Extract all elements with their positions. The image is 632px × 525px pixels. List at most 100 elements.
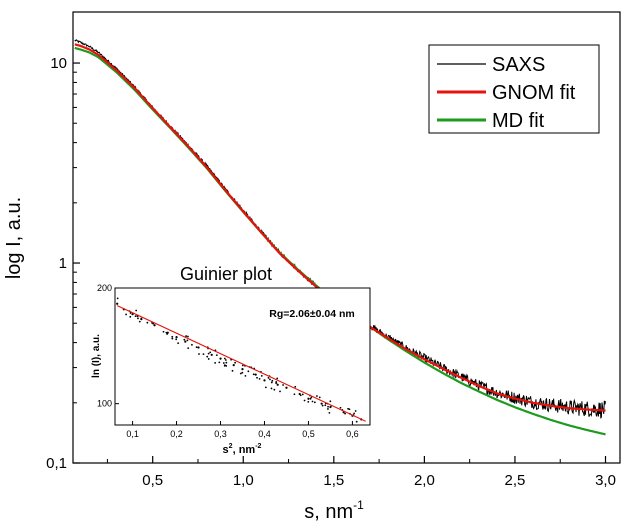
inset-point	[171, 337, 174, 340]
inset-point	[241, 364, 244, 367]
x-tick-label: 0,5	[142, 472, 163, 489]
inset-point	[177, 342, 180, 345]
inset-x-tick-label: 0,4	[258, 429, 271, 439]
y-tick-label: 10	[50, 55, 67, 72]
inset-point	[116, 297, 119, 300]
inset-point	[307, 397, 310, 400]
y-axis-label: log I, a.u.	[3, 197, 25, 279]
inset-point	[209, 351, 212, 354]
inset-point	[231, 369, 234, 372]
inset-point	[310, 396, 313, 399]
inset-point	[222, 362, 225, 364]
inset-point	[195, 346, 198, 349]
inset-point	[175, 338, 178, 341]
inset-y-tick-label: 100	[97, 399, 112, 409]
inset-point	[135, 309, 138, 312]
main-x-ticks: 0,5 1,0 1,5 2,0 2,5 3,0	[106, 456, 616, 489]
inset-point	[223, 357, 226, 360]
inset-point	[263, 379, 266, 382]
inset-point	[252, 373, 255, 376]
inset-point	[303, 399, 306, 402]
inset-point	[247, 370, 250, 373]
inset-point	[234, 361, 237, 364]
inset-point	[153, 324, 156, 327]
inset-point	[258, 378, 261, 380]
inset-point	[184, 340, 187, 343]
x-axis-label: s, nm-1	[304, 498, 364, 523]
inset-point	[206, 355, 209, 358]
inset-point	[327, 408, 329, 410]
inset-point	[276, 377, 279, 380]
inset-x-tick-label: 0,5	[302, 429, 315, 439]
inset-point	[197, 346, 200, 349]
inset-point	[270, 381, 273, 384]
legend: SAXS GNOM fit MD fit	[428, 44, 600, 134]
inset-point	[327, 405, 329, 408]
inset-point	[198, 353, 200, 355]
inset-point	[329, 405, 332, 408]
inset-point	[298, 392, 301, 396]
inset-point	[260, 374, 263, 377]
inset-point	[285, 386, 288, 389]
inset-point	[241, 371, 244, 374]
legend-box	[428, 44, 600, 134]
inset-point	[187, 347, 190, 350]
inset-point	[214, 362, 217, 364]
inset-y-tick-label: 200	[97, 283, 112, 293]
inset-x-tick-label: 0,3	[214, 429, 227, 439]
inset-point	[146, 321, 149, 324]
inset-point	[125, 313, 127, 316]
inset-point	[267, 376, 270, 379]
x-tick-label: 1,5	[323, 472, 344, 489]
inset-point	[282, 384, 284, 386]
inset-point	[324, 404, 327, 407]
inset-point	[219, 357, 222, 360]
inset-point	[224, 359, 227, 361]
inset-point	[271, 379, 274, 382]
main-y-ticks: 0,1 1 10	[46, 55, 80, 472]
y-tick-label: 0,1	[46, 455, 67, 472]
inset-x-tick-label: 0,2	[170, 429, 183, 439]
inset-point	[279, 390, 281, 393]
inset-point	[187, 335, 189, 338]
inset-point	[353, 412, 356, 415]
inset-point	[171, 335, 174, 338]
x-tick-label: 2,5	[505, 472, 526, 489]
inset-point	[134, 315, 137, 318]
inset-point	[275, 381, 278, 383]
inset-point	[294, 385, 297, 388]
inset-point	[202, 353, 205, 356]
inset-point	[210, 353, 213, 356]
inset-point	[321, 404, 324, 407]
inset-point	[165, 331, 168, 334]
inset-point	[354, 410, 357, 412]
x-tick-label: 3,0	[595, 472, 616, 489]
inset-point	[329, 400, 332, 403]
x-tick-label: 1,0	[233, 472, 254, 489]
inset-point	[207, 352, 210, 355]
inset-point	[116, 302, 119, 305]
inset-y-axis-label: ln (I), a.u.	[91, 334, 102, 378]
inset-point	[218, 361, 221, 364]
inset-point	[316, 395, 318, 397]
inset-y-ticks: 100 200	[97, 283, 119, 409]
inset-point	[224, 364, 226, 366]
inset-point	[244, 375, 247, 377]
inset-point	[309, 397, 312, 400]
inset-point	[191, 343, 193, 346]
inset-point	[301, 393, 304, 396]
inset-point	[293, 393, 296, 396]
inset-frame	[114, 287, 371, 426]
y-tick-label: 1	[59, 255, 67, 272]
inset-point	[232, 364, 235, 367]
inset-point	[320, 402, 323, 405]
inset-point	[136, 315, 139, 318]
inset-point	[276, 383, 279, 386]
inset-point	[137, 317, 139, 320]
inset-point	[186, 339, 189, 342]
inset-point	[269, 378, 271, 381]
legend-label-gnom: GNOM fit	[492, 82, 576, 104]
inset-point	[183, 338, 186, 341]
inset-point	[313, 401, 316, 404]
